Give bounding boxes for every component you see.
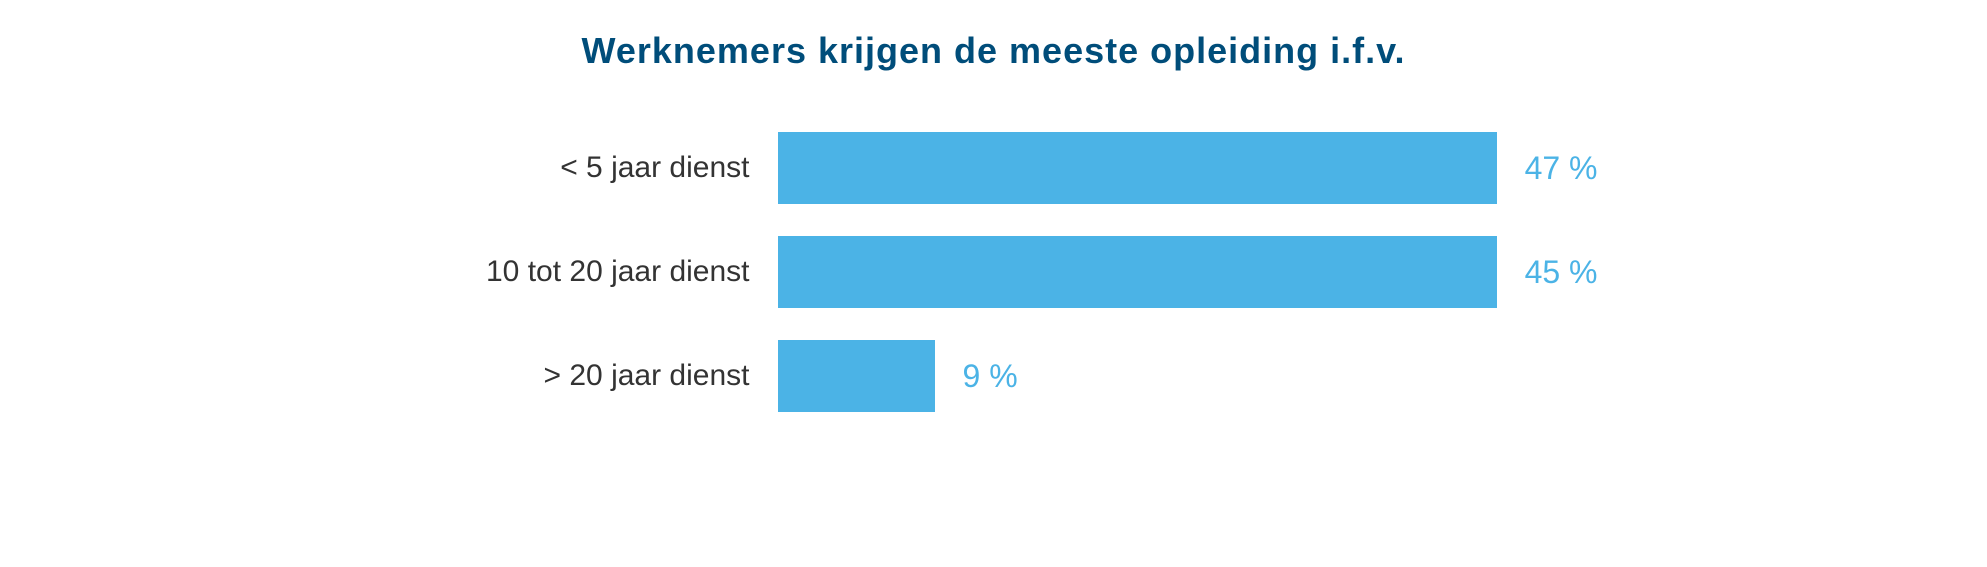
chart-row: < 5 jaar dienst 47 % xyxy=(390,132,1598,204)
bar-track: 47 % xyxy=(778,132,1598,204)
bar xyxy=(778,340,935,412)
bar-track: 9 % xyxy=(778,340,1598,412)
chart-title: Werknemers krijgen de meeste opleiding i… xyxy=(582,30,1406,72)
value-label: 45 % xyxy=(1525,254,1598,291)
category-label: 10 tot 20 jaar dienst xyxy=(390,255,778,289)
value-label: 47 % xyxy=(1525,150,1598,187)
chart-container: Werknemers krijgen de meeste opleiding i… xyxy=(0,0,1987,567)
chart-row: > 20 jaar dienst 9 % xyxy=(390,340,1598,412)
category-label: < 5 jaar dienst xyxy=(390,151,778,185)
bar xyxy=(778,236,1497,308)
bar xyxy=(778,132,1497,204)
chart-row: 10 tot 20 jaar dienst 45 % xyxy=(390,236,1598,308)
bar-track: 45 % xyxy=(778,236,1598,308)
value-label: 9 % xyxy=(963,358,1018,395)
chart-rows: < 5 jaar dienst 47 % 10 tot 20 jaar dienst… xyxy=(390,132,1598,412)
category-label: > 20 jaar dienst xyxy=(390,359,778,393)
